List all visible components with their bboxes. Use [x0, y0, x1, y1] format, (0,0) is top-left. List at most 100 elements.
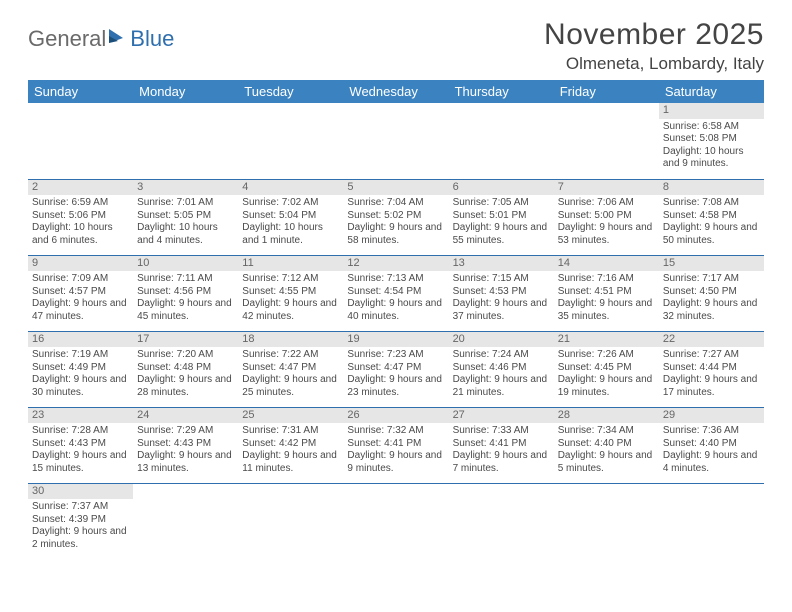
day-content: Sunrise: 6:58 AMSunset: 5:08 PMDaylight:…: [659, 119, 764, 175]
calendar-cell: 22Sunrise: 7:27 AMSunset: 4:44 PMDayligh…: [659, 331, 764, 407]
daylight-text: Daylight: 9 hours and 2 minutes.: [32, 526, 129, 551]
day-content: Sunrise: 7:02 AMSunset: 5:04 PMDaylight:…: [238, 195, 343, 251]
calendar-cell: 12Sunrise: 7:13 AMSunset: 4:54 PMDayligh…: [343, 255, 448, 331]
day-content: Sunrise: 7:23 AMSunset: 4:47 PMDaylight:…: [343, 347, 448, 403]
day-content: Sunrise: 7:36 AMSunset: 4:40 PMDaylight:…: [659, 423, 764, 479]
sunset-text: Sunset: 4:46 PM: [453, 362, 550, 375]
day-header: Tuesday: [238, 80, 343, 103]
sunset-text: Sunset: 4:45 PM: [558, 362, 655, 375]
sunset-text: Sunset: 5:05 PM: [137, 210, 234, 223]
daylight-text: Daylight: 10 hours and 4 minutes.: [137, 222, 234, 247]
daylight-text: Daylight: 9 hours and 25 minutes.: [242, 374, 339, 399]
day-number: 3: [133, 180, 238, 196]
sunrise-text: Sunrise: 7:23 AM: [347, 349, 444, 362]
daylight-text: Daylight: 9 hours and 5 minutes.: [558, 450, 655, 475]
sunrise-text: Sunrise: 7:32 AM: [347, 425, 444, 438]
day-content: Sunrise: 7:13 AMSunset: 4:54 PMDaylight:…: [343, 271, 448, 327]
day-number: 22: [659, 332, 764, 348]
sunset-text: Sunset: 4:44 PM: [663, 362, 760, 375]
day-header: Friday: [554, 80, 659, 103]
daylight-text: Daylight: 9 hours and 42 minutes.: [242, 298, 339, 323]
daylight-text: Daylight: 9 hours and 30 minutes.: [32, 374, 129, 399]
calendar-cell: [343, 483, 448, 559]
day-number: 12: [343, 256, 448, 272]
sunset-text: Sunset: 4:41 PM: [347, 438, 444, 451]
sunrise-text: Sunrise: 7:22 AM: [242, 349, 339, 362]
day-number: 26: [343, 408, 448, 424]
day-number: 9: [28, 256, 133, 272]
sunset-text: Sunset: 5:01 PM: [453, 210, 550, 223]
daylight-text: Daylight: 9 hours and 50 minutes.: [663, 222, 760, 247]
sunset-text: Sunset: 4:47 PM: [347, 362, 444, 375]
sunrise-text: Sunrise: 7:16 AM: [558, 273, 655, 286]
day-number: 11: [238, 256, 343, 272]
sunrise-text: Sunrise: 7:34 AM: [558, 425, 655, 438]
day-content: Sunrise: 7:37 AMSunset: 4:39 PMDaylight:…: [28, 499, 133, 555]
sunrise-text: Sunrise: 7:08 AM: [663, 197, 760, 210]
sunset-text: Sunset: 4:41 PM: [453, 438, 550, 451]
calendar-cell: [133, 483, 238, 559]
sunset-text: Sunset: 5:06 PM: [32, 210, 129, 223]
sunrise-text: Sunrise: 7:20 AM: [137, 349, 234, 362]
calendar-cell: [343, 103, 448, 179]
daylight-text: Daylight: 9 hours and 47 minutes.: [32, 298, 129, 323]
sunrise-text: Sunrise: 7:06 AM: [558, 197, 655, 210]
day-content: Sunrise: 7:32 AMSunset: 4:41 PMDaylight:…: [343, 423, 448, 479]
calendar-cell: 8Sunrise: 7:08 AMSunset: 4:58 PMDaylight…: [659, 179, 764, 255]
daylight-text: Daylight: 9 hours and 21 minutes.: [453, 374, 550, 399]
day-content: Sunrise: 7:24 AMSunset: 4:46 PMDaylight:…: [449, 347, 554, 403]
calendar-cell: 10Sunrise: 7:11 AMSunset: 4:56 PMDayligh…: [133, 255, 238, 331]
sunset-text: Sunset: 4:57 PM: [32, 286, 129, 299]
sunrise-text: Sunrise: 7:24 AM: [453, 349, 550, 362]
daylight-text: Daylight: 9 hours and 4 minutes.: [663, 450, 760, 475]
calendar-cell: 2Sunrise: 6:59 AMSunset: 5:06 PMDaylight…: [28, 179, 133, 255]
sunset-text: Sunset: 4:43 PM: [32, 438, 129, 451]
calendar-table: SundayMondayTuesdayWednesdayThursdayFrid…: [28, 80, 764, 559]
sunset-text: Sunset: 4:42 PM: [242, 438, 339, 451]
calendar-cell: [238, 103, 343, 179]
daylight-text: Daylight: 9 hours and 32 minutes.: [663, 298, 760, 323]
calendar-row: 9Sunrise: 7:09 AMSunset: 4:57 PMDaylight…: [28, 255, 764, 331]
calendar-cell: 20Sunrise: 7:24 AMSunset: 4:46 PMDayligh…: [449, 331, 554, 407]
day-content: Sunrise: 7:19 AMSunset: 4:49 PMDaylight:…: [28, 347, 133, 403]
day-number: 30: [28, 484, 133, 500]
day-number: 8: [659, 180, 764, 196]
sunrise-text: Sunrise: 7:04 AM: [347, 197, 444, 210]
calendar-cell: 18Sunrise: 7:22 AMSunset: 4:47 PMDayligh…: [238, 331, 343, 407]
calendar-row: 30Sunrise: 7:37 AMSunset: 4:39 PMDayligh…: [28, 483, 764, 559]
sunrise-text: Sunrise: 7:19 AM: [32, 349, 129, 362]
daylight-text: Daylight: 9 hours and 55 minutes.: [453, 222, 550, 247]
calendar-cell: 23Sunrise: 7:28 AMSunset: 4:43 PMDayligh…: [28, 407, 133, 483]
sunrise-text: Sunrise: 7:05 AM: [453, 197, 550, 210]
sunrise-text: Sunrise: 7:37 AM: [32, 501, 129, 514]
sunrise-text: Sunrise: 7:02 AM: [242, 197, 339, 210]
calendar-cell: 13Sunrise: 7:15 AMSunset: 4:53 PMDayligh…: [449, 255, 554, 331]
sunrise-text: Sunrise: 7:31 AM: [242, 425, 339, 438]
calendar-cell: [238, 483, 343, 559]
sunrise-text: Sunrise: 7:28 AM: [32, 425, 129, 438]
daylight-text: Daylight: 9 hours and 53 minutes.: [558, 222, 655, 247]
title-block: November 2025 Olmeneta, Lombardy, Italy: [544, 18, 764, 74]
calendar-cell: 6Sunrise: 7:05 AMSunset: 5:01 PMDaylight…: [449, 179, 554, 255]
sunrise-text: Sunrise: 7:36 AM: [663, 425, 760, 438]
day-header: Thursday: [449, 80, 554, 103]
daylight-text: Daylight: 9 hours and 7 minutes.: [453, 450, 550, 475]
logo: General Blue: [28, 18, 174, 52]
daylight-text: Daylight: 9 hours and 45 minutes.: [137, 298, 234, 323]
calendar-cell: 19Sunrise: 7:23 AMSunset: 4:47 PMDayligh…: [343, 331, 448, 407]
sunset-text: Sunset: 5:00 PM: [558, 210, 655, 223]
day-number: 29: [659, 408, 764, 424]
day-number: 28: [554, 408, 659, 424]
day-number: 5: [343, 180, 448, 196]
calendar-cell: [449, 483, 554, 559]
sunset-text: Sunset: 4:40 PM: [558, 438, 655, 451]
day-number: 18: [238, 332, 343, 348]
daylight-text: Daylight: 9 hours and 15 minutes.: [32, 450, 129, 475]
calendar-row: 16Sunrise: 7:19 AMSunset: 4:49 PMDayligh…: [28, 331, 764, 407]
sunrise-text: Sunrise: 7:33 AM: [453, 425, 550, 438]
sunset-text: Sunset: 4:47 PM: [242, 362, 339, 375]
daylight-text: Daylight: 9 hours and 19 minutes.: [558, 374, 655, 399]
calendar-row: 23Sunrise: 7:28 AMSunset: 4:43 PMDayligh…: [28, 407, 764, 483]
flag-icon: [108, 28, 130, 46]
calendar-cell: 28Sunrise: 7:34 AMSunset: 4:40 PMDayligh…: [554, 407, 659, 483]
